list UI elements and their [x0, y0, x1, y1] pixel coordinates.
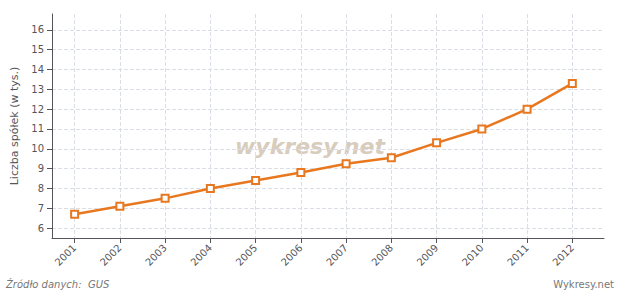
svg-text:13: 13	[31, 84, 44, 95]
svg-text:Wykresy.net: Wykresy.net	[553, 279, 614, 290]
svg-text:2004: 2004	[188, 242, 214, 268]
svg-text:2010: 2010	[460, 242, 486, 268]
svg-text:16: 16	[31, 24, 44, 35]
svg-text:2008: 2008	[369, 242, 395, 268]
svg-text:2003: 2003	[143, 242, 169, 268]
svg-text:Liczba spółek (w tys.): Liczba spółek (w tys.)	[8, 67, 21, 186]
svg-text:15: 15	[31, 44, 44, 55]
svg-text:2005: 2005	[234, 242, 260, 268]
svg-text:14: 14	[31, 64, 44, 75]
svg-text:11: 11	[31, 123, 44, 134]
svg-text:2001: 2001	[53, 242, 79, 268]
svg-text:9: 9	[38, 163, 44, 174]
svg-text:2012: 2012	[550, 242, 576, 268]
svg-text:12: 12	[31, 104, 44, 115]
svg-text:2002: 2002	[98, 242, 124, 268]
svg-text:8: 8	[38, 183, 44, 194]
svg-text:2011: 2011	[505, 242, 531, 268]
svg-text:6: 6	[38, 223, 44, 234]
svg-text:2009: 2009	[415, 242, 441, 268]
svg-text:Źródło danych: GUS: Źródło danych: GUS	[5, 278, 110, 290]
svg-text:wykresy.net: wykresy.net	[235, 134, 386, 159]
svg-text:10: 10	[31, 143, 44, 154]
svg-text:7: 7	[38, 203, 44, 214]
svg-text:2007: 2007	[324, 242, 350, 268]
svg-text:2006: 2006	[279, 242, 305, 268]
